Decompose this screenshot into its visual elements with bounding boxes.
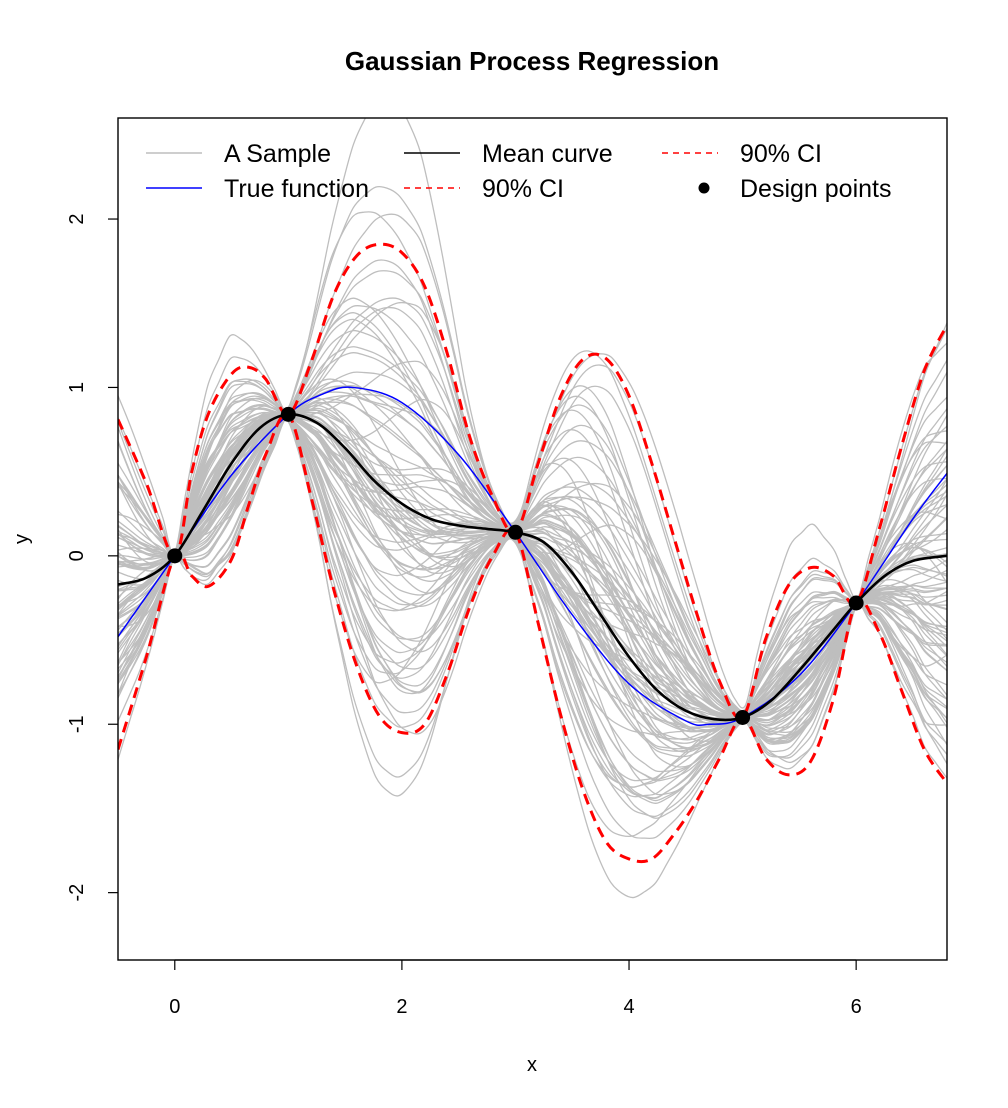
mean-curve-line (118, 412, 947, 722)
legend: A Sample Mean curve 90% CI True function 90%… (146, 140, 891, 203)
mean-curve-layer (118, 412, 947, 722)
sample-curve (118, 419, 947, 778)
design-point (735, 710, 751, 726)
x-tick-label: 2 (396, 996, 407, 1018)
x-tick-label: 4 (623, 996, 634, 1018)
sample-curve (118, 414, 947, 717)
sample-curve (118, 415, 947, 733)
legend-point-key (698, 182, 710, 194)
sample-curves (118, 118, 947, 899)
true-function-layer (118, 386, 947, 727)
true-function-line (118, 386, 947, 727)
sample-curve (118, 415, 947, 741)
sample-curve (118, 414, 947, 716)
sample-curve (118, 416, 947, 788)
y-tick-label: 1 (66, 382, 88, 393)
legend-label: True function (224, 175, 369, 203)
sample-curve (118, 415, 947, 720)
legend-label: 90% CI (482, 175, 564, 203)
sample-curve (118, 416, 947, 719)
ci-upper-line (118, 242, 947, 721)
y-axis: -2 -1 0 1 2 (66, 213, 118, 902)
chart-title: Gaussian Process Regression (345, 46, 719, 76)
design-point (507, 524, 523, 540)
legend-label: Design points (740, 175, 891, 203)
design-point (848, 595, 864, 611)
ci-layer (118, 242, 947, 864)
sample-curve (118, 371, 947, 718)
y-tick-label: 0 (66, 550, 88, 561)
sample-curve (118, 408, 947, 714)
sample-curve (118, 416, 947, 718)
y-tick-label: -1 (66, 715, 88, 733)
design-point (167, 548, 183, 564)
x-tick-label: 0 (169, 996, 180, 1018)
legend-label: A Sample (224, 140, 331, 168)
x-axis: 0 2 4 6 (169, 959, 862, 1018)
design-point (280, 406, 296, 422)
y-tick-label: -2 (66, 884, 88, 902)
y-axis-label: y (11, 534, 33, 544)
legend-label: 90% CI (740, 140, 822, 168)
sample-curve (118, 185, 947, 712)
x-tick-label: 6 (851, 996, 862, 1018)
y-tick-label: 2 (66, 213, 88, 224)
x-axis-label: x (527, 1054, 537, 1076)
design-points-layer (167, 406, 864, 726)
sample-curve (118, 318, 947, 714)
ci-lower-line (118, 411, 947, 864)
legend-label: Mean curve (482, 140, 613, 168)
sample-curve (118, 297, 947, 718)
sample-curve (118, 417, 947, 731)
sample-curve (118, 304, 947, 713)
